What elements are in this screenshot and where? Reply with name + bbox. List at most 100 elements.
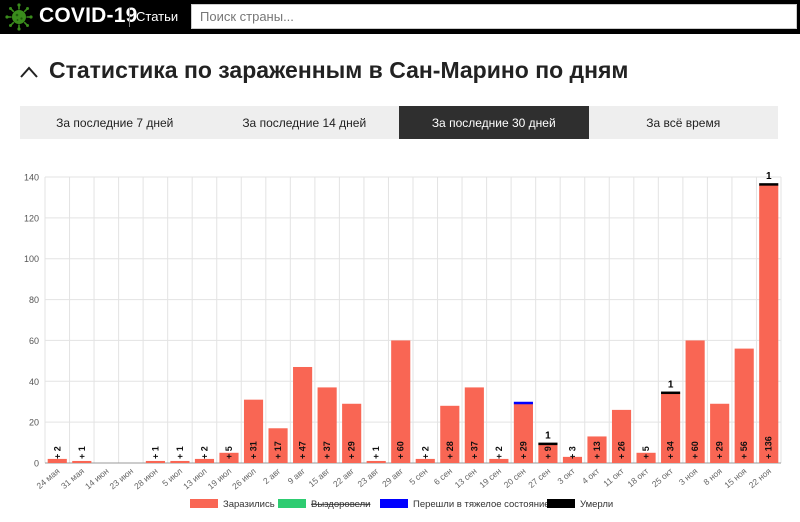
x-tick-label: 23 авг [356,466,381,489]
bar-critical-marker [513,401,533,405]
x-tick-label: 24 мая [34,466,61,491]
y-tick-label: 140 [24,173,39,183]
legend-swatch [190,499,218,508]
bar-infected [611,409,632,463]
country-search-input[interactable] [191,4,797,29]
bar-value-label: + 3 [567,446,577,459]
bar-infected [415,458,435,463]
x-tick-label: 8 ноя [701,466,724,487]
bar-value-label: + 29 [347,441,357,459]
tab-last-30-days[interactable]: За последние 30 дней [399,106,589,139]
bar-infected [170,460,190,463]
bar-died-marker [661,391,681,395]
x-tick-label: 5 сен [407,466,430,487]
bar-infected [489,458,509,463]
bar-infected [661,393,681,463]
bar-infected [734,348,754,463]
bar-value-label: + 26 [617,441,627,459]
x-tick-label: 19 сен [477,466,503,490]
bar-infected [464,387,484,463]
bar-value-label: + 60 [396,441,406,459]
death-count-label: 1 [766,171,772,182]
period-tabs: За последние 7 дней За последние 14 дней… [20,106,778,139]
bar-infected [145,460,165,463]
x-tick-label: 4 окт [580,466,601,486]
bar-infected [219,452,239,463]
x-tick-label: 3 окт [555,466,576,486]
bar-infected [759,185,779,463]
x-tick-label: 9 авг [286,466,307,486]
legend-swatch [380,499,408,508]
bar-infected [47,458,67,463]
tab-last-7-days[interactable]: За последние 7 дней [56,115,174,130]
bar-value-label: + 56 [739,441,749,459]
bar-value-label: + 1 [175,446,185,459]
tab-last-14-days[interactable]: За последние 14 дней [242,115,367,130]
bar-value-label: + 47 [298,441,308,459]
bar-infected [391,340,411,463]
bar-value-label: + 2 [420,446,430,459]
x-tick-label: 15 авг [306,466,331,489]
legend-label: Умерли [580,499,613,510]
legend-swatch [547,499,575,508]
x-tick-label: 20 сен [502,466,528,490]
bar-infected [513,403,533,463]
bar-infected [72,460,92,463]
x-tick-label: 22 авг [331,466,356,489]
brand-divider [129,8,130,27]
bar-value-label: + 136 [764,436,774,459]
bar-value-label: + 5 [641,446,651,459]
y-tick-label: 80 [29,295,39,305]
x-tick-label: 26 июл [230,466,258,491]
bar-value-label: + 28 [445,441,455,459]
bar-infected [710,403,730,463]
bar-infected [243,399,264,463]
x-tick-label: 23 июн [108,466,136,492]
virus-logo-icon[interactable] [4,3,34,31]
bar-value-label: + 17 [273,441,283,459]
chevron-up-icon[interactable] [19,64,39,80]
bar-infected [636,452,656,463]
x-tick-label: 13 сен [453,466,479,490]
bar-infected [194,458,215,463]
bar-value-label: + 1 [371,446,381,459]
bar-value-label: + 29 [715,441,725,459]
x-tick-label: 3 ноя [677,466,700,487]
bar-value-label: + 37 [322,441,332,459]
x-tick-label: 18 окт [625,466,650,489]
x-tick-label: 22 ноя [747,466,774,491]
bar-value-label: + 37 [469,441,479,459]
section-title: Статистика по зараженным в Сан-Марино по… [49,57,629,83]
nav-articles-link[interactable]: Статьи [136,9,179,24]
bar-died-marker [538,442,558,446]
bar-infected [562,456,583,463]
bar-infected [293,366,313,463]
bar-value-label: + 60 [690,441,700,459]
x-tick-label: 19 июл [206,466,234,491]
bar-value-label: + 34 [666,441,676,459]
bar-infected [538,444,558,463]
y-tick-label: 100 [24,254,39,264]
bar-infected [440,405,460,463]
death-count-label: 1 [545,431,551,442]
x-tick-label: 5 июл [160,466,184,488]
brand-title[interactable]: COVID-19 [39,4,138,27]
bar-infected [366,460,386,463]
bar-value-label: + 9 [543,446,553,459]
bar-value-label: + 29 [518,441,528,459]
bar-value-label: + 13 [592,441,602,459]
bar-value-label: + 1 [150,446,160,459]
x-tick-label: 28 июн [132,466,160,492]
x-tick-label: 25 окт [650,466,675,489]
legend-label: Выздоровели [311,499,370,510]
bar-value-label: + 5 [224,446,234,459]
bar-infected [317,387,337,463]
bar-died-marker [759,183,779,186]
y-tick-label: 0 [34,459,39,469]
x-tick-label: 29 авг [380,466,405,489]
tab-all-time[interactable]: За всё время [646,115,721,130]
bar-value-label: + 31 [249,441,259,459]
x-tick-label: 15 ноя [722,466,749,491]
x-tick-label: 2 авг [261,466,282,486]
